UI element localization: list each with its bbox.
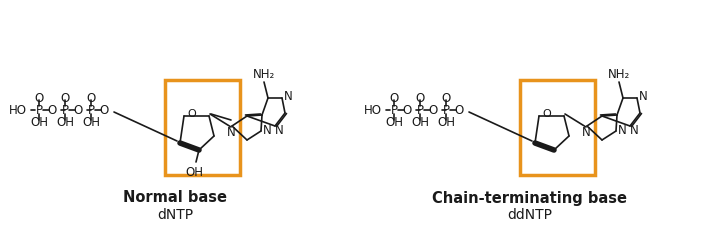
Text: N: N xyxy=(275,124,283,136)
Text: N: N xyxy=(263,124,271,136)
Text: OH: OH xyxy=(185,165,203,179)
Text: P: P xyxy=(62,103,69,117)
Text: N: N xyxy=(618,124,627,136)
Text: OH: OH xyxy=(437,117,455,129)
Text: O: O xyxy=(74,103,83,117)
Text: O: O xyxy=(389,92,399,104)
Text: O: O xyxy=(402,103,411,117)
Text: N: N xyxy=(629,124,639,136)
Text: O: O xyxy=(428,103,437,117)
Text: NH₂: NH₂ xyxy=(253,67,275,81)
Text: OH: OH xyxy=(82,117,100,129)
Text: O: O xyxy=(60,92,69,104)
Text: O: O xyxy=(34,92,43,104)
Text: P: P xyxy=(88,103,95,117)
Text: N: N xyxy=(284,91,292,103)
Text: Chain-terminating base: Chain-terminating base xyxy=(433,190,627,206)
Text: NH₂: NH₂ xyxy=(608,67,630,81)
Text: HO: HO xyxy=(364,103,382,117)
Text: OH: OH xyxy=(411,117,429,129)
Text: dNTP: dNTP xyxy=(157,208,193,222)
Text: Normal base: Normal base xyxy=(123,190,227,206)
Text: OH: OH xyxy=(30,117,48,129)
Text: P: P xyxy=(36,103,43,117)
Text: P: P xyxy=(390,103,397,117)
Text: O: O xyxy=(100,103,109,117)
Text: O: O xyxy=(86,92,95,104)
Text: O: O xyxy=(543,109,552,119)
Text: ddNTP: ddNTP xyxy=(508,208,552,222)
Text: O: O xyxy=(442,92,451,104)
Text: P: P xyxy=(416,103,423,117)
Text: O: O xyxy=(48,103,57,117)
Text: OH: OH xyxy=(56,117,74,129)
Text: O: O xyxy=(188,109,196,119)
Text: OH: OH xyxy=(385,117,403,129)
Text: HO: HO xyxy=(9,103,27,117)
Text: P: P xyxy=(442,103,449,117)
Text: N: N xyxy=(582,126,590,139)
Text: O: O xyxy=(454,103,463,117)
Text: N: N xyxy=(639,91,648,103)
Text: N: N xyxy=(226,126,236,139)
Text: O: O xyxy=(416,92,425,104)
